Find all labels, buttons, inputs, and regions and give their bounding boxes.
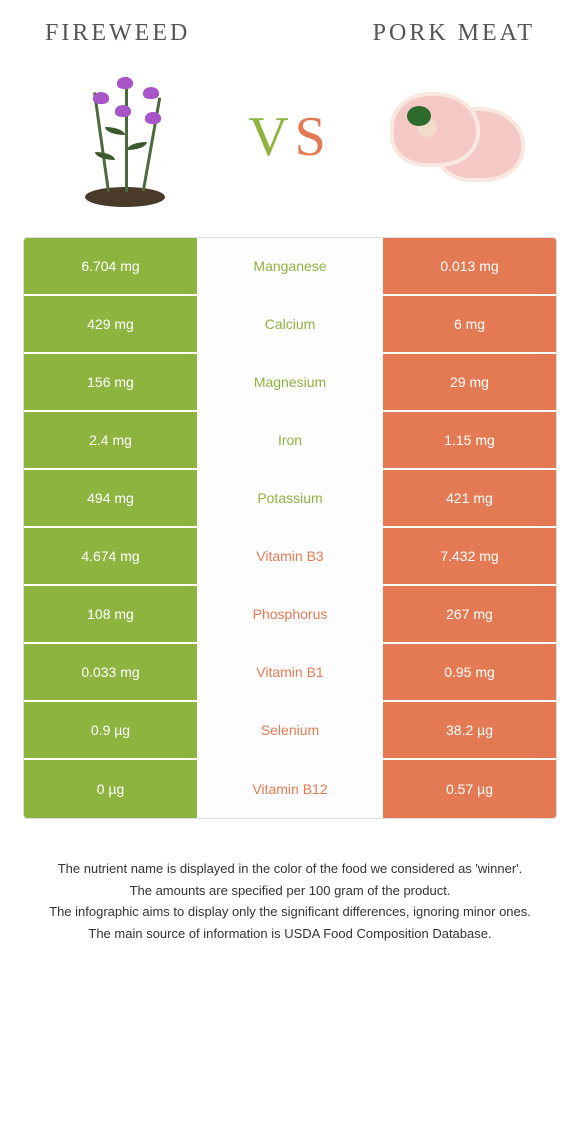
left-value: 4.674 mg <box>24 528 199 584</box>
vs-s: S <box>295 106 332 168</box>
nutrient-name: Vitamin B1 <box>199 644 381 700</box>
footer-notes: The nutrient name is displayed in the co… <box>15 819 565 943</box>
right-value: 267 mg <box>381 586 556 642</box>
pork-image <box>385 67 525 207</box>
footer-line: The nutrient name is displayed in the co… <box>40 859 540 879</box>
nutrient-name: Magnesium <box>199 354 381 410</box>
left-value: 0.033 mg <box>24 644 199 700</box>
left-value: 108 mg <box>24 586 199 642</box>
table-row: 4.674 mgVitamin B37.432 mg <box>24 528 556 586</box>
nutrient-name: Vitamin B12 <box>199 760 381 818</box>
table-row: 494 mgPotassium421 mg <box>24 470 556 528</box>
nutrient-name: Calcium <box>199 296 381 352</box>
vs-label: VS <box>248 105 332 169</box>
left-title: Fireweed <box>45 20 190 47</box>
left-value: 0 µg <box>24 760 199 818</box>
images-row: VS <box>15 67 565 237</box>
nutrient-name: Phosphorus <box>199 586 381 642</box>
fireweed-image <box>55 67 195 207</box>
right-value: 6 mg <box>381 296 556 352</box>
table-row: 0 µgVitamin B120.57 µg <box>24 760 556 818</box>
table-row: 429 mgCalcium6 mg <box>24 296 556 354</box>
nutrient-name: Manganese <box>199 238 381 294</box>
table-row: 6.704 mgManganese0.013 mg <box>24 238 556 296</box>
table-row: 108 mgPhosphorus267 mg <box>24 586 556 644</box>
nutrient-name: Iron <box>199 412 381 468</box>
footer-line: The infographic aims to display only the… <box>40 902 540 922</box>
left-value: 0.9 µg <box>24 702 199 758</box>
vs-v: V <box>248 106 294 168</box>
footer-line: The main source of information is USDA F… <box>40 924 540 944</box>
table-row: 156 mgMagnesium29 mg <box>24 354 556 412</box>
nutrient-name: Selenium <box>199 702 381 758</box>
left-value: 2.4 mg <box>24 412 199 468</box>
right-value: 0.57 µg <box>381 760 556 818</box>
table-row: 2.4 mgIron1.15 mg <box>24 412 556 470</box>
footer-line: The amounts are specified per 100 gram o… <box>40 881 540 901</box>
left-value: 156 mg <box>24 354 199 410</box>
right-value: 29 mg <box>381 354 556 410</box>
comparison-table: 6.704 mgManganese0.013 mg429 mgCalcium6 … <box>23 237 557 819</box>
nutrient-name: Potassium <box>199 470 381 526</box>
right-value: 38.2 µg <box>381 702 556 758</box>
right-title: Pork meat <box>373 20 535 47</box>
right-value: 1.15 mg <box>381 412 556 468</box>
right-value: 7.432 mg <box>381 528 556 584</box>
table-row: 0.9 µgSelenium38.2 µg <box>24 702 556 760</box>
left-value: 6.704 mg <box>24 238 199 294</box>
left-value: 429 mg <box>24 296 199 352</box>
nutrient-name: Vitamin B3 <box>199 528 381 584</box>
right-value: 0.013 mg <box>381 238 556 294</box>
table-row: 0.033 mgVitamin B10.95 mg <box>24 644 556 702</box>
right-value: 0.95 mg <box>381 644 556 700</box>
header: Fireweed Pork meat <box>15 20 565 67</box>
left-value: 494 mg <box>24 470 199 526</box>
right-value: 421 mg <box>381 470 556 526</box>
